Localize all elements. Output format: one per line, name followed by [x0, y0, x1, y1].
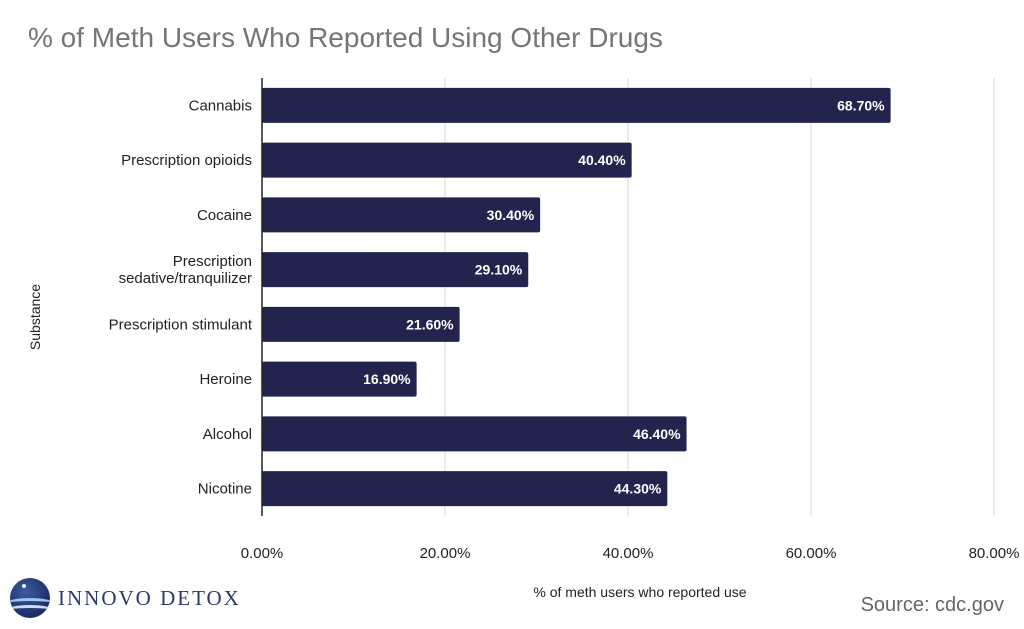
bar [262, 471, 668, 507]
x-tick-label: 40.00% [603, 545, 654, 562]
category-label: Heroine [199, 371, 252, 388]
bar [262, 252, 529, 288]
category-label-line: Prescription stimulant [109, 316, 253, 333]
bar-data-label: 21.60% [406, 316, 454, 332]
bar-data-label: 16.90% [363, 371, 411, 387]
x-tick-label: 60.00% [786, 545, 837, 562]
bar-data-label: 29.10% [475, 262, 523, 278]
category-label: Cocaine [197, 207, 252, 224]
bar [262, 361, 417, 397]
category-label: Prescription sedative/tranquilizer [119, 253, 252, 287]
bar [262, 197, 541, 233]
x-tick-label: 80.00% [969, 545, 1020, 562]
category-label-line: Prescription opioids [121, 152, 252, 169]
bar-data-label: 40.40% [578, 152, 626, 168]
category-label: Nicotine [198, 481, 252, 498]
category-label-line: Prescription [173, 253, 252, 270]
chart-title: % of Meth Users Who Reported Using Other… [28, 22, 663, 53]
bar-data-label: 68.70% [837, 97, 885, 113]
category-label-line: Cocaine [197, 207, 252, 224]
bars: 68.70% 40.40% 30.40% 29.10% 21.60% 16.90% 46.4… [262, 87, 891, 507]
x-tick-label: 0.00% [241, 545, 284, 562]
globe-wave-icon [10, 578, 50, 618]
category-labels: Cannabis Prescription opioids Cocaine Presc… [109, 97, 253, 497]
bar [262, 87, 891, 123]
x-axis-title: % of meth users who reported use [533, 584, 746, 600]
bar [262, 306, 460, 342]
innovo-detox-logo: INNOVO DETOX [10, 578, 241, 618]
category-label-line: Alcohol [203, 426, 252, 443]
category-label-line: Nicotine [198, 481, 252, 498]
category-label: Prescription stimulant [109, 316, 253, 333]
bar [262, 416, 687, 452]
bar-data-label: 44.30% [614, 481, 662, 497]
category-label: Prescription opioids [121, 152, 252, 169]
category-label-line: sedative/tranquilizer [119, 270, 252, 287]
bar-data-label: 30.40% [487, 207, 535, 223]
category-label: Cannabis [189, 97, 252, 114]
source-note: Source: cdc.gov [860, 594, 1004, 616]
logo-text: INNOVO DETOX [58, 585, 241, 610]
category-label-line: Heroine [199, 371, 252, 388]
y-axis-title: Substance [27, 284, 43, 350]
x-tick-labels: 0.00% 20.00% 40.00% 60.00% 80.00% [241, 545, 1020, 562]
bar-data-label: 46.40% [633, 426, 681, 442]
category-label-line: Cannabis [189, 97, 252, 114]
bar [262, 142, 632, 178]
x-tick-label: 20.00% [420, 545, 471, 562]
category-label: Alcohol [203, 426, 252, 443]
